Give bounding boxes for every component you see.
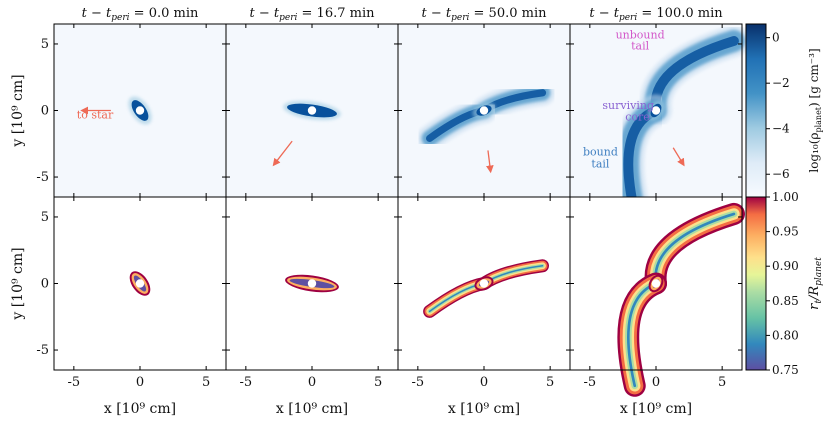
colorbar-tick-label: 1.00 (772, 190, 799, 204)
column-title: t − tperi = 16.7 min (250, 6, 376, 23)
star-direction-arrow (672, 147, 685, 167)
x-axis-label: x [10⁹ cm] (448, 401, 520, 417)
x-tick-label: 5 (718, 375, 726, 390)
y-tick-label: 5 (41, 37, 49, 52)
y-tick-label: 5 (41, 210, 49, 225)
colorbar-density (745, 23, 767, 198)
x-tick-label: -5 (584, 375, 597, 390)
annotation-label: to star (77, 108, 114, 121)
core-marker (651, 106, 661, 115)
star-direction-arrow (485, 150, 494, 174)
panel-r1-c1 (225, 196, 399, 371)
annotation-label: surviving (602, 99, 654, 112)
y-axis-label: y [10⁹ cm] (10, 74, 26, 147)
colorbar-tick-label: 0.80 (772, 328, 799, 342)
panel-r1-c3 (569, 196, 745, 397)
x-tick-label: 0 (136, 375, 144, 390)
annotation-label: tail (591, 158, 609, 171)
x-axis-label: x [10⁹ cm] (620, 401, 692, 417)
x-axis-label: x [10⁹ cm] (104, 401, 176, 417)
column-title: t − tperi = 0.0 min (82, 6, 199, 23)
y-axis-label: y [10⁹ cm] (10, 247, 26, 320)
x-tick-label: 0 (480, 375, 488, 390)
colorbar-tidal-label: rt/Rplanet (807, 257, 824, 310)
panel-r0-c3 (569, 23, 750, 229)
colorbar-tick-label: 0.90 (772, 259, 799, 273)
x-tick-label: -5 (240, 375, 253, 390)
core-marker (479, 279, 489, 288)
x-tick-label: -5 (412, 375, 425, 390)
x-tick-label: -5 (68, 375, 81, 390)
colorbar-tick-label: 0 (772, 31, 780, 45)
y-tick-label: 0 (41, 277, 49, 292)
panel-r0-c1 (225, 23, 399, 198)
tidal-tail-inner (627, 282, 658, 388)
y-tick-label: -5 (36, 343, 49, 358)
x-tick-label: 0 (308, 375, 316, 390)
colorbar-tidal (745, 196, 767, 371)
core-marker (135, 279, 145, 288)
annotation-label: unbound (616, 29, 665, 42)
panel-r0-c2 (397, 23, 571, 198)
core-marker (651, 279, 661, 288)
x-tick-label: 0 (652, 375, 660, 390)
x-tick-label: 5 (546, 375, 554, 390)
x-axis-label: x [10⁹ cm] (276, 401, 348, 417)
column-title: t − tperi = 50.0 min (422, 6, 548, 23)
colorbar-tick-label: −2 (772, 76, 790, 90)
colorbar-tick-label: 0.75 (772, 363, 799, 377)
colorbar-tick-label: 0.95 (772, 225, 799, 239)
panel-r1-c2 (397, 196, 571, 371)
colorbar-tick-label: 0.85 (772, 294, 799, 308)
annotation-label: bound (583, 146, 618, 159)
y-tick-label: 0 (41, 104, 49, 119)
x-tick-label: 5 (374, 375, 382, 390)
star-direction-arrow (272, 140, 293, 167)
colorbar-density-label: log₁₀(ρplanet) [g cm⁻³] (807, 48, 823, 172)
core-marker (135, 106, 145, 115)
colorbar-tick-label: −4 (772, 122, 790, 136)
annotation-label: tail (631, 39, 649, 52)
core-marker (307, 279, 317, 288)
column-title: t − tperi = 100.0 min (589, 6, 723, 23)
core-marker (307, 106, 317, 115)
annotation-label: core (625, 110, 650, 123)
colorbar-tick-label: −6 (772, 167, 790, 181)
y-tick-label: -5 (36, 170, 49, 185)
core-marker (479, 106, 489, 115)
x-tick-label: 5 (202, 375, 210, 390)
panel-r1-c0 (53, 196, 227, 371)
